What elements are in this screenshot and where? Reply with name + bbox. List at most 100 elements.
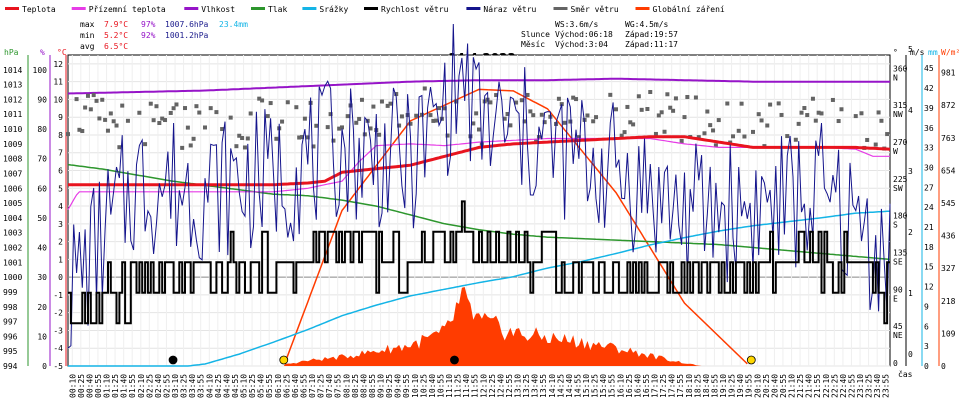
x-tick-82: 20:40 xyxy=(770,374,779,398)
x-tick-85: 21:25 xyxy=(796,374,805,398)
x-tick-73: 18:25 xyxy=(693,374,702,398)
axis-temp-tick-6: 1 xyxy=(58,255,63,264)
axis-dir-tick-5: 135 xyxy=(893,249,908,258)
axis-pct-tick-10: 100 xyxy=(33,66,48,75)
wind-dir-point-207 xyxy=(656,113,661,118)
wind-dir-point-117 xyxy=(399,114,404,119)
axis-wm2-tick-5: 545 xyxy=(941,199,956,208)
wind-dir-point-125 xyxy=(422,86,427,91)
wind-dir-point-48 xyxy=(203,125,207,130)
wind-dir-point-208 xyxy=(659,110,664,115)
wind-dir-point-103 xyxy=(359,97,364,102)
wind-dir-point-159 xyxy=(519,98,524,103)
x-tick-84: 21:10 xyxy=(788,374,797,398)
wind-dir-point-112 xyxy=(385,103,390,108)
x-tick-15: 03:55 xyxy=(197,374,206,398)
wind-dir-point-70 xyxy=(265,114,270,119)
axis-hpa-tick-9: 1003 xyxy=(3,229,22,238)
axis-dir-tick-2: 270 xyxy=(893,138,908,147)
wind-dir-point-166 xyxy=(539,112,544,117)
axis-dir-sector-4: S xyxy=(893,221,898,230)
axis-temp-tick-7: 2 xyxy=(58,238,63,247)
wind-dir-point-133 xyxy=(445,133,450,138)
wind-dir-point-195 xyxy=(622,130,627,135)
axis-hpa-tick-0: 994 xyxy=(3,362,18,371)
axis-mm-tick-13: 39 xyxy=(924,104,934,113)
axis-mm-tick-12: 36 xyxy=(924,124,934,133)
wind-dir-point-0 xyxy=(66,132,70,137)
wind-dir-point-262 xyxy=(813,118,818,123)
wind-dir-point-280 xyxy=(865,137,870,142)
wind-dir-point-71 xyxy=(268,101,273,106)
axis-temp-tick-8: 3 xyxy=(58,220,63,229)
wind-dir-point-223 xyxy=(702,131,707,136)
wind-dir-point-10 xyxy=(94,98,99,103)
axis-dir-tick-6: 90 xyxy=(893,285,903,294)
x-tick-31: 07:55 xyxy=(334,374,343,398)
x-tick-65: 16:25 xyxy=(625,374,634,398)
wind-dir-point-120 xyxy=(408,121,413,126)
x-tick-22: 05:40 xyxy=(257,374,266,398)
x-tick-41: 10:25 xyxy=(419,374,428,398)
x-tick-11: 02:55 xyxy=(162,374,171,398)
x-tick-8: 02:10 xyxy=(137,374,146,398)
wind-dir-point-80 xyxy=(294,105,299,110)
axis-pct-tick-3: 30 xyxy=(37,273,47,282)
wind-dir-point-60 xyxy=(237,133,242,138)
x-tick-72: 18:10 xyxy=(685,374,694,398)
legend-swatch-6 xyxy=(466,7,481,10)
legend-swatch-7 xyxy=(553,7,568,10)
x-tick-52: 13:10 xyxy=(514,374,523,398)
legend-swatch-5 xyxy=(364,7,378,10)
wind-dir-point-141 xyxy=(468,134,473,139)
axis-pct-tick-9: 90 xyxy=(37,95,47,104)
axis-pct-tick-2: 20 xyxy=(37,303,47,312)
x-tick-4: 01:10 xyxy=(103,374,112,398)
axis-hpa-tick-16: 1010 xyxy=(3,125,22,134)
x-tick-33: 08:25 xyxy=(351,374,360,398)
x-tick-9: 02:25 xyxy=(145,374,154,398)
wind-dir-point-236 xyxy=(739,101,744,106)
axis-dir-sector-1: NW xyxy=(893,110,903,119)
wind-dir-point-142 xyxy=(471,121,476,126)
marker-sunrise xyxy=(279,355,289,365)
wind-dir-point-9 xyxy=(91,93,96,98)
legend-swatch-8 xyxy=(635,7,650,10)
x-tick-94: 23:40 xyxy=(873,374,882,398)
axis-temp-tick-13: 8 xyxy=(58,131,63,140)
wind-dir-point-155 xyxy=(508,123,513,128)
wind-dir-point-184 xyxy=(591,119,596,124)
wind-dir-point-178 xyxy=(574,97,579,102)
wind-dir-point-224 xyxy=(705,109,710,114)
x-tick-75: 18:55 xyxy=(710,374,719,398)
wind-dir-point-162 xyxy=(528,109,533,114)
x-tick-95: 23:55 xyxy=(882,374,891,398)
wind-dir-point-14 xyxy=(105,128,110,133)
stat-label-1: min xyxy=(80,31,95,40)
info-moon-label: Měsíc xyxy=(521,40,545,49)
info-moonset: Západ:11:17 xyxy=(625,40,678,49)
x-tick-46: 11:40 xyxy=(462,374,471,398)
wind-dir-point-278 xyxy=(859,111,864,116)
marker-moonset xyxy=(450,355,459,365)
axis-ms-title: m/s xyxy=(910,48,925,57)
wind-dir-point-259 xyxy=(805,113,810,118)
x-tick-74: 18:40 xyxy=(702,374,711,398)
wind-dir-point-91 xyxy=(325,125,330,130)
wind-dir-point-64 xyxy=(248,111,253,116)
x-tick-7: 01:55 xyxy=(128,374,137,398)
wind-dir-point-104 xyxy=(362,132,367,137)
axis-wm2-tick-6: 654 xyxy=(941,166,956,175)
x-tick-90: 22:40 xyxy=(839,374,848,398)
axis-hpa-title: hPa xyxy=(4,48,19,57)
x-tick-43: 10:55 xyxy=(436,374,445,398)
axis-hpa-tick-13: 1007 xyxy=(3,169,22,178)
wind-dir-point-213 xyxy=(673,96,678,101)
x-tick-12: 03:10 xyxy=(171,374,180,398)
wind-dir-point-228 xyxy=(716,118,721,123)
wind-dir-point-174 xyxy=(562,120,567,125)
wind-dir-point-29 xyxy=(148,101,153,106)
axis-temp-tick-1: -4 xyxy=(53,344,63,353)
